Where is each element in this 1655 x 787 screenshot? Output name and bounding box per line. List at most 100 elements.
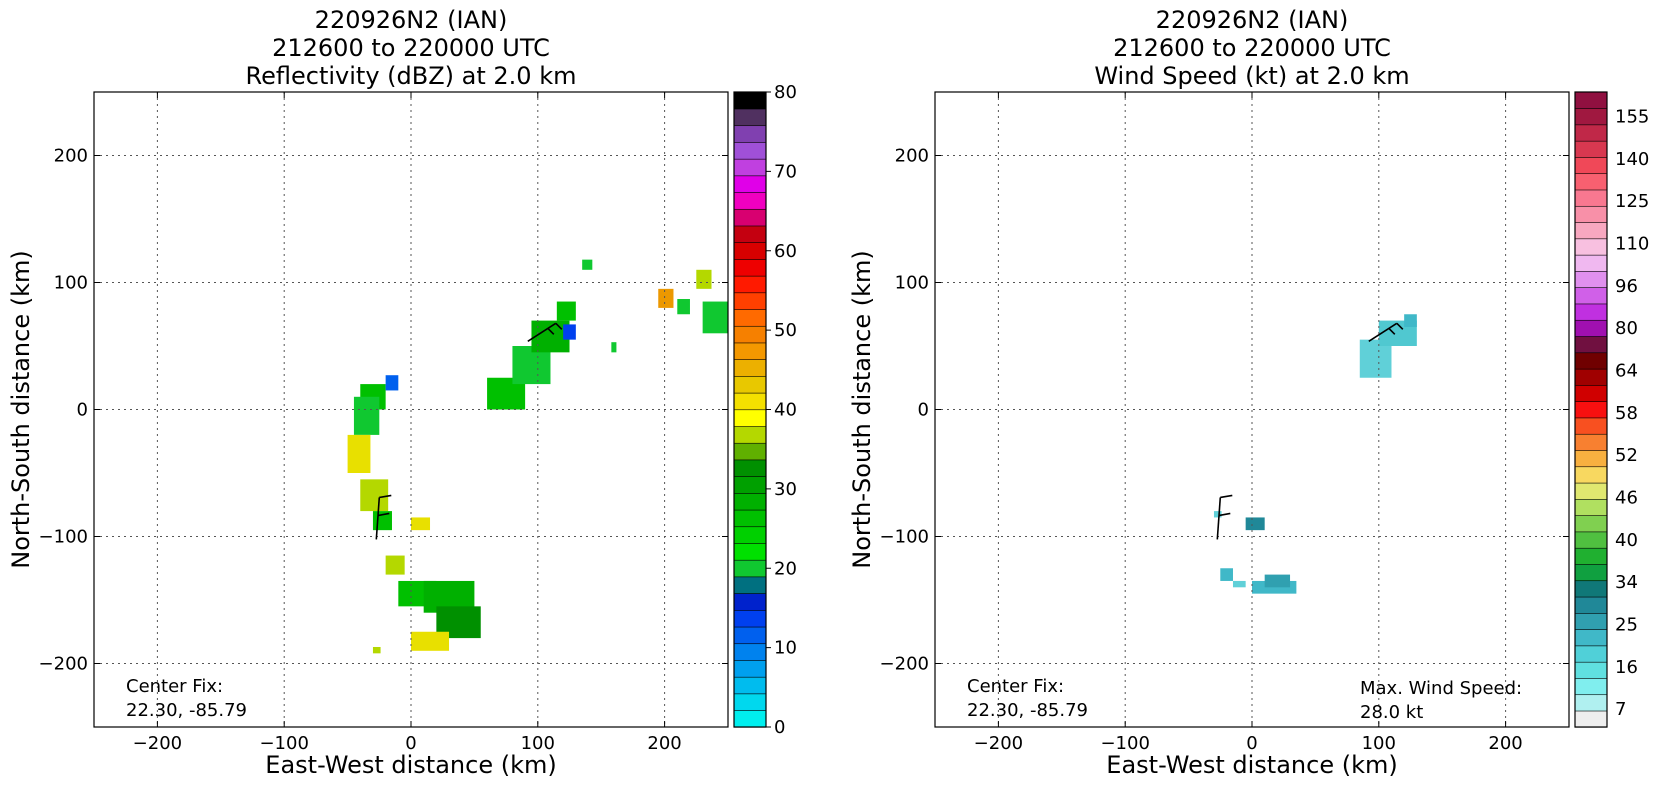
- colorbar-swatch: [1574, 189, 1608, 207]
- data-cell: [372, 646, 381, 654]
- colorbar-swatch: [733, 526, 767, 544]
- colorbar-tick-label: 0: [774, 717, 785, 738]
- chart-title-line: 212600 to 220000 UTC: [1113, 34, 1391, 62]
- colorbar-swatch: [1574, 124, 1608, 142]
- colorbar-tick-label: 20: [774, 558, 797, 579]
- x-axis-label: East-West distance (km): [265, 751, 556, 779]
- colorbar-tick-label: 58: [1615, 403, 1638, 424]
- y-axis-label: North-South distance (km): [848, 250, 876, 569]
- data-cell: [696, 269, 712, 289]
- colorbar-swatch: [1574, 384, 1608, 402]
- data-cell: [556, 301, 576, 321]
- colorbar-swatch: [733, 459, 767, 477]
- colorbar-swatch: [1574, 221, 1608, 240]
- center-fix-note: 22.30, -85.79: [967, 700, 1088, 721]
- wind-barb: [527, 322, 563, 342]
- colorbar-swatch: [1574, 254, 1608, 272]
- colorbar-tick-label: 110: [1615, 233, 1649, 254]
- colorbar-tick-label: 34: [1615, 572, 1638, 593]
- data-cell: [1264, 574, 1291, 588]
- colorbar-swatch: [733, 91, 767, 110]
- data-cell: [611, 342, 617, 353]
- colorbar-swatch: [1574, 629, 1608, 647]
- data-cell: [385, 555, 405, 575]
- y-tick-label: 100: [895, 273, 929, 294]
- center-fix-note: Center Fix:: [126, 676, 223, 697]
- colorbar-tick-label: 140: [1615, 149, 1649, 170]
- x-tick-label: 200: [1488, 733, 1522, 754]
- colorbar-swatch: [733, 125, 767, 143]
- max-wind-note: 28.0 kt: [1360, 702, 1423, 723]
- colorbar-swatch: [1574, 238, 1608, 256]
- data-cell: [360, 479, 389, 512]
- colorbar-swatch: [733, 375, 767, 394]
- colorbar-tick-label: 125: [1615, 191, 1649, 212]
- colorbar-swatch: [1574, 401, 1608, 419]
- colorbar-swatch: [733, 476, 767, 494]
- colorbar-swatch: [733, 542, 767, 561]
- colorbar-swatch: [733, 359, 767, 377]
- chart-title-line: 220926N2 (IAN): [315, 6, 508, 34]
- y-tick-label: −100: [39, 527, 88, 548]
- x-tick-label: −100: [259, 733, 308, 754]
- colorbar-swatch: [1574, 91, 1608, 109]
- colorbar-swatch: [1574, 287, 1608, 305]
- data-cell: [1245, 517, 1265, 531]
- colorbar-swatch: [1574, 270, 1608, 288]
- y-tick-label: −100: [880, 527, 929, 548]
- colorbar-swatch: [733, 609, 767, 628]
- colorbar-swatch: [1574, 596, 1608, 614]
- colorbar-frame: [1574, 91, 1608, 728]
- data-cells: [347, 259, 728, 654]
- colorbar-swatch: [1574, 303, 1608, 321]
- colorbar-swatch: [733, 308, 767, 327]
- colorbar-tick-label: 64: [1615, 360, 1638, 381]
- data-cell: [385, 375, 399, 391]
- colorbar-swatch: [733, 208, 767, 227]
- data-cell: [411, 517, 431, 531]
- y-tick-label: 0: [918, 400, 929, 421]
- colorbar-swatch: [1574, 612, 1608, 630]
- colorbar-swatch: [733, 242, 767, 260]
- colorbar-swatch: [1574, 580, 1608, 598]
- center-fix-note: Center Fix:: [967, 676, 1064, 697]
- colorbar-swatch: [733, 442, 767, 461]
- colorbar-tick-label: 10: [774, 638, 797, 659]
- data-cell: [411, 631, 450, 651]
- plot-frame: [934, 91, 1570, 728]
- chart-title-line: Wind Speed (kt) at 2.0 km: [1094, 62, 1409, 90]
- colorbar-swatch: [1574, 645, 1608, 663]
- colorbar-swatch: [1574, 498, 1608, 516]
- colorbar-swatch: [733, 392, 767, 411]
- data-cell: [702, 301, 728, 334]
- colorbar-swatch: [733, 275, 767, 294]
- colorbar-tick-label: 155: [1615, 106, 1649, 127]
- colorbar-swatch: [1574, 107, 1608, 126]
- colorbar-swatch: [733, 709, 767, 728]
- colorbar-tick-label: 60: [774, 241, 797, 262]
- chart-title-line: 212600 to 220000 UTC: [272, 34, 550, 62]
- colorbar-tick-label: 96: [1615, 276, 1638, 297]
- colorbar-swatch: [733, 225, 767, 243]
- colorbar: 7 16 25 34 40 46 52 58 64 80 96 110 125 140 155: [1574, 91, 1649, 728]
- chart-title-line: 220926N2 (IAN): [1156, 6, 1349, 34]
- data-cell: [1232, 580, 1246, 588]
- center-fix-note: 22.30, -85.79: [126, 700, 247, 721]
- colorbar-swatch: [1574, 156, 1608, 175]
- y-axis-label: North-South distance (km): [7, 250, 35, 569]
- colorbar-swatch: [1574, 368, 1608, 386]
- colorbar-swatch: [733, 693, 767, 711]
- colorbar-swatch: [1574, 417, 1608, 435]
- chart-panel-1: 220926N2 (IAN)212600 to 220000 UTCReflec…: [7, 6, 797, 779]
- colorbar-swatch: [1574, 466, 1608, 484]
- colorbar-swatch: [1574, 531, 1608, 549]
- colorbar-tick-label: 50: [774, 320, 797, 341]
- colorbar-swatch: [733, 409, 767, 427]
- colorbar-swatch: [733, 492, 767, 511]
- chart-title-line: Reflectivity (dBZ) at 2.0 km: [246, 62, 577, 90]
- colorbar-swatch: [733, 108, 767, 127]
- colorbar-swatch: [733, 676, 767, 695]
- x-axis-label: East-West distance (km): [1106, 751, 1397, 779]
- x-tick-label: −100: [1100, 733, 1149, 754]
